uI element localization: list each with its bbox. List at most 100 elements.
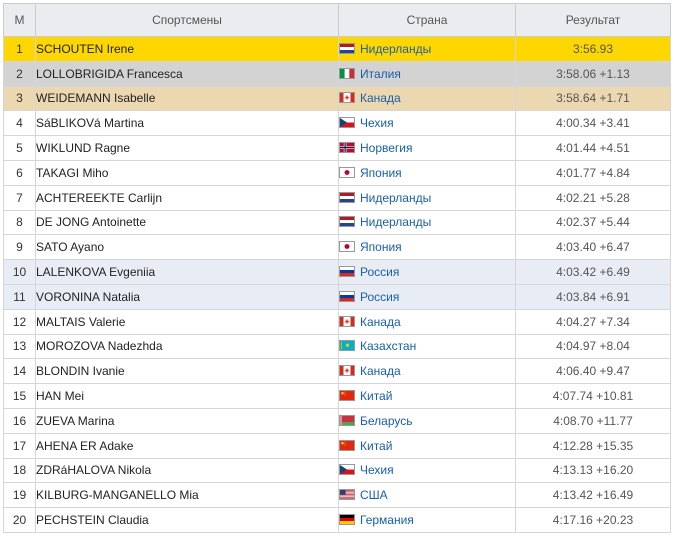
position-cell: 15 — [3, 383, 36, 409]
table-row: 18 ZDRáHALOVA Nikola Чехия 4:13.13 +16.20 — [3, 457, 671, 484]
result-cell: 4:08.70 +11.77 — [515, 407, 671, 434]
country-link[interactable]: Германия — [360, 513, 414, 528]
country-cell: Япония — [338, 234, 516, 261]
country-link[interactable]: США — [360, 488, 388, 503]
athlete-cell: SATO Ayano — [35, 234, 339, 261]
country-cell: Нидерланды — [338, 184, 516, 211]
country-cell: Канада — [338, 85, 516, 112]
result-cell: 4:04.97 +8.04 — [515, 333, 671, 360]
table-row: 1 SCHOUTEN Irene Нидерланды 3:56.93 — [3, 36, 671, 62]
country-cell: Германия — [338, 507, 516, 533]
by-flag-icon — [339, 414, 355, 426]
result-cell: 3:58.06 +1.13 — [515, 60, 671, 87]
athlete-cell: SCHOUTEN Irene — [35, 36, 339, 62]
country-link[interactable]: Россия — [360, 265, 400, 280]
athlete-cell: MALTAIS Valerie — [35, 308, 339, 335]
ru-flag-icon — [339, 266, 355, 278]
country-link[interactable]: Канада — [360, 91, 401, 106]
country-cell: Нидерланды — [338, 36, 516, 62]
position-cell: 12 — [3, 308, 36, 335]
result-cell: 4:12.28 +15.35 — [515, 432, 671, 459]
position-cell: 11 — [3, 283, 36, 310]
athlete-cell: SáBLIKOVá Martina — [35, 110, 339, 137]
ca-flag-icon — [339, 315, 355, 327]
result-cell: 4:03.42 +6.49 — [515, 259, 671, 285]
table-row: 12 MALTAIS Valerie Канада 4:04.27 +7.34 — [3, 308, 671, 335]
country-link[interactable]: Нидерланды — [360, 41, 432, 56]
table-row: 3 WEIDEMANN Isabelle Канада 3:58.64 +1.71 — [3, 85, 671, 112]
country-link[interactable]: Канада — [360, 314, 401, 329]
athlete-cell: ZDRáHALOVA Nikola — [35, 457, 339, 484]
table-row: 11 VORONINA Natalia Россия 4:03.84 +6.91 — [3, 283, 671, 310]
kz-flag-icon — [339, 340, 355, 352]
country-link[interactable]: Нидерланды — [360, 215, 432, 230]
table-row: 2 LOLLOBRIGIDA Francesca Италия 3:58.06 +1.… — [3, 60, 671, 87]
jp-flag-icon — [339, 241, 355, 253]
header-country[interactable]: Страна — [338, 3, 516, 37]
table-row: 8 DE JONG Antoinette Нидерланды 4:02.37 +5.… — [3, 209, 671, 236]
de-flag-icon — [339, 514, 355, 526]
result-cell: 4:01.77 +4.84 — [515, 159, 671, 186]
ca-flag-icon — [339, 92, 355, 104]
position-cell: 4 — [3, 110, 36, 137]
country-link[interactable]: Китай — [360, 438, 393, 453]
country-link[interactable]: Канада — [360, 364, 401, 379]
athlete-cell: ACHTEREEKTE Carlijn — [35, 184, 339, 211]
position-cell: 8 — [3, 209, 36, 236]
position-cell: 10 — [3, 259, 36, 285]
header-athlete[interactable]: Спортсмены — [35, 3, 339, 37]
table-row: 4 SáBLIKOVá Martina Чехия 4:00.34 +3.41 — [3, 110, 671, 137]
country-cell: Беларусь — [338, 407, 516, 434]
result-cell: 3:56.93 — [515, 36, 671, 62]
position-cell: 14 — [3, 358, 36, 385]
cn-flag-icon — [339, 390, 355, 402]
country-link[interactable]: Нидерланды — [360, 190, 432, 205]
country-link[interactable]: Япония — [360, 165, 402, 180]
athlete-cell: TAKAGI Miho — [35, 159, 339, 186]
country-cell: Нидерланды — [338, 209, 516, 236]
country-link[interactable]: Китай — [360, 389, 393, 404]
result-cell: 4:02.21 +5.28 — [515, 184, 671, 211]
table-row: 14 BLONDIN Ivanie Канада 4:06.40 +9.47 — [3, 358, 671, 385]
position-cell: 16 — [3, 407, 36, 434]
results-table: М Спортсмены Страна Результат 1 SCHOUTEN … — [3, 3, 671, 533]
position-cell: 1 — [3, 36, 36, 62]
position-cell: 17 — [3, 432, 36, 459]
country-cell: Канада — [338, 358, 516, 385]
table-row: 17 AHENA ER Adake Китай 4:12.28 +15.35 — [3, 432, 671, 459]
athlete-cell: ZUEVA Marina — [35, 407, 339, 434]
country-link[interactable]: Беларусь — [360, 413, 413, 428]
country-link[interactable]: Россия — [360, 289, 400, 304]
jp-flag-icon — [339, 166, 355, 178]
result-cell: 4:07.74 +10.81 — [515, 383, 671, 409]
position-cell: 2 — [3, 60, 36, 87]
athlete-cell: PECHSTEIN Claudia — [35, 507, 339, 533]
country-link[interactable]: Чехия — [360, 463, 394, 478]
result-cell: 4:17.16 +20.23 — [515, 507, 671, 533]
country-link[interactable]: Италия — [360, 66, 401, 81]
nl-flag-icon — [339, 216, 355, 228]
result-cell: 4:02.37 +5.44 — [515, 209, 671, 236]
result-cell: 3:58.64 +1.71 — [515, 85, 671, 112]
athlete-cell: BLONDIN Ivanie — [35, 358, 339, 385]
athlete-cell: WIKLUND Ragne — [35, 135, 339, 161]
country-link[interactable]: Норвегия — [360, 141, 413, 156]
country-cell: Норвегия — [338, 135, 516, 161]
position-cell: 19 — [3, 482, 36, 509]
position-cell: 20 — [3, 507, 36, 533]
country-link[interactable]: Казахстан — [360, 339, 417, 354]
us-flag-icon — [339, 489, 355, 501]
header-position[interactable]: М — [3, 3, 36, 37]
country-cell: США — [338, 482, 516, 509]
nl-flag-icon — [339, 42, 355, 54]
country-cell: Чехия — [338, 457, 516, 484]
athlete-cell: HAN Mei — [35, 383, 339, 409]
cz-flag-icon — [339, 117, 355, 129]
table-row: 20 PECHSTEIN Claudia Германия 4:17.16 +20.2… — [3, 507, 671, 533]
country-link[interactable]: Япония — [360, 240, 402, 255]
country-cell: Россия — [338, 283, 516, 310]
country-link[interactable]: Чехия — [360, 116, 394, 131]
result-cell: 4:03.84 +6.91 — [515, 283, 671, 310]
header-result[interactable]: Результат — [515, 3, 671, 37]
position-cell: 9 — [3, 234, 36, 261]
